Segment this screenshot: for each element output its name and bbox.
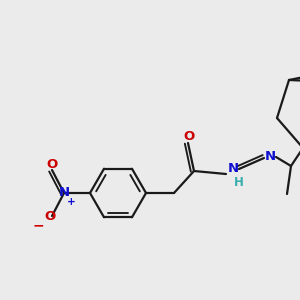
Text: H: H <box>234 176 244 190</box>
Text: +: + <box>67 197 75 207</box>
Text: O: O <box>183 130 195 142</box>
Text: N: N <box>227 163 239 176</box>
Text: O: O <box>46 158 58 170</box>
Text: N: N <box>264 151 276 164</box>
Text: −: − <box>32 218 44 232</box>
Text: N: N <box>58 187 70 200</box>
Text: O: O <box>44 211 56 224</box>
